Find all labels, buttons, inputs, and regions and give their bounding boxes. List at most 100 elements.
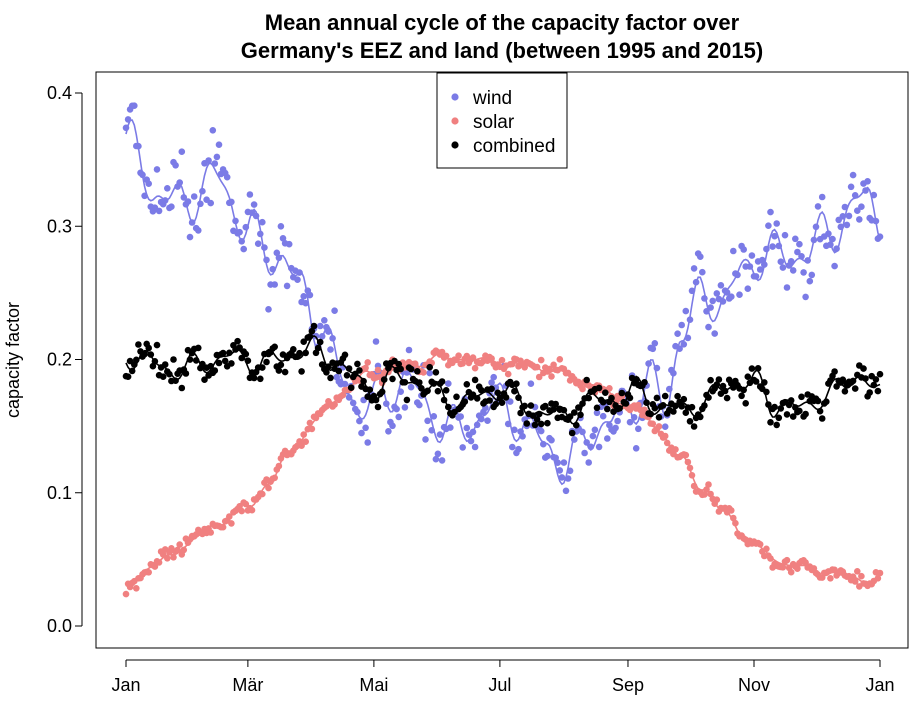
point-combined xyxy=(647,410,654,418)
point-wind xyxy=(401,404,409,411)
point-combined xyxy=(488,385,495,393)
y-tick-label: 0.1 xyxy=(47,483,72,503)
point-wind xyxy=(699,268,706,276)
point-wind xyxy=(223,173,231,181)
y-tick-label: 0.2 xyxy=(47,350,72,370)
point-combined xyxy=(544,419,551,427)
point-solar xyxy=(802,559,809,566)
point-combined xyxy=(416,379,423,386)
point-solar xyxy=(854,568,861,575)
point-solar xyxy=(248,506,256,514)
point-wind xyxy=(515,445,522,453)
point-combined xyxy=(397,365,405,373)
point-solar xyxy=(655,423,663,430)
point-combined xyxy=(742,400,749,407)
point-combined xyxy=(796,407,803,415)
point-wind xyxy=(207,199,214,207)
point-solar xyxy=(783,556,791,564)
point-wind xyxy=(765,222,772,229)
point-wind xyxy=(593,409,601,417)
x-tick-label: Mär xyxy=(232,675,263,695)
point-combined xyxy=(300,338,308,346)
point-wind xyxy=(445,380,452,387)
point-wind xyxy=(300,293,308,300)
point-solar xyxy=(787,568,795,576)
point-combined xyxy=(347,384,355,392)
point-combined xyxy=(841,388,849,395)
point-wind xyxy=(364,439,372,446)
point-combined xyxy=(831,368,838,375)
point-combined xyxy=(281,368,289,376)
point-combined xyxy=(438,378,446,385)
point-combined xyxy=(550,406,557,413)
point-combined xyxy=(471,376,479,384)
x-tick-label: Nov xyxy=(738,675,770,695)
point-combined xyxy=(170,356,177,363)
point-solar xyxy=(176,541,183,548)
point-wind xyxy=(430,413,438,420)
point-wind xyxy=(767,208,774,216)
point-combined xyxy=(872,376,880,383)
point-combined xyxy=(802,410,809,418)
point-wind xyxy=(490,373,498,381)
point-combined xyxy=(263,358,270,366)
point-wind xyxy=(674,330,681,338)
point-wind xyxy=(783,284,791,291)
point-solar xyxy=(488,355,495,362)
point-combined xyxy=(257,375,264,383)
plot-area xyxy=(122,102,884,598)
point-combined xyxy=(374,403,382,411)
point-solar xyxy=(308,425,316,433)
point-solar xyxy=(420,369,427,376)
point-combined xyxy=(533,416,541,423)
point-combined xyxy=(145,344,152,352)
point-wind xyxy=(321,317,328,324)
point-wind xyxy=(316,322,324,330)
point-wind xyxy=(195,227,202,234)
point-wind xyxy=(215,141,223,148)
point-wind xyxy=(794,248,801,256)
point-wind xyxy=(635,425,642,433)
point-wind xyxy=(730,247,737,255)
point-combined xyxy=(787,397,795,404)
point-solar xyxy=(779,564,787,571)
point-combined xyxy=(511,387,518,395)
point-wind xyxy=(358,429,365,437)
point-wind xyxy=(331,307,338,315)
point-combined xyxy=(453,393,460,401)
point-wind xyxy=(717,282,725,289)
point-wind xyxy=(426,369,434,377)
point-wind xyxy=(190,193,198,200)
point-solar xyxy=(133,585,140,592)
point-combined xyxy=(738,392,745,400)
point-wind xyxy=(277,223,285,230)
x-tick-label: Jan xyxy=(865,675,894,695)
point-combined xyxy=(674,392,681,400)
point-combined xyxy=(403,396,411,404)
point-combined xyxy=(275,367,283,374)
point-combined xyxy=(298,368,305,375)
point-combined xyxy=(517,409,524,417)
point-combined xyxy=(783,411,791,418)
point-solar xyxy=(265,484,272,492)
point-wind xyxy=(250,201,258,208)
point-combined xyxy=(585,394,592,402)
point-combined xyxy=(219,349,227,357)
point-combined xyxy=(715,376,723,383)
point-wind xyxy=(769,243,776,250)
point-wind xyxy=(796,240,803,248)
point-wind xyxy=(484,417,491,425)
point-solar xyxy=(374,366,382,374)
point-wind xyxy=(678,321,685,329)
point-wind xyxy=(240,245,247,253)
point-wind xyxy=(843,221,851,229)
point-combined xyxy=(593,404,601,412)
point-solar xyxy=(548,373,555,380)
point-combined xyxy=(723,394,731,402)
point-combined xyxy=(432,369,440,376)
point-combined xyxy=(767,419,774,426)
point-wind xyxy=(856,216,863,223)
point-combined xyxy=(323,369,330,376)
point-solar xyxy=(767,555,774,562)
point-combined xyxy=(542,402,549,410)
